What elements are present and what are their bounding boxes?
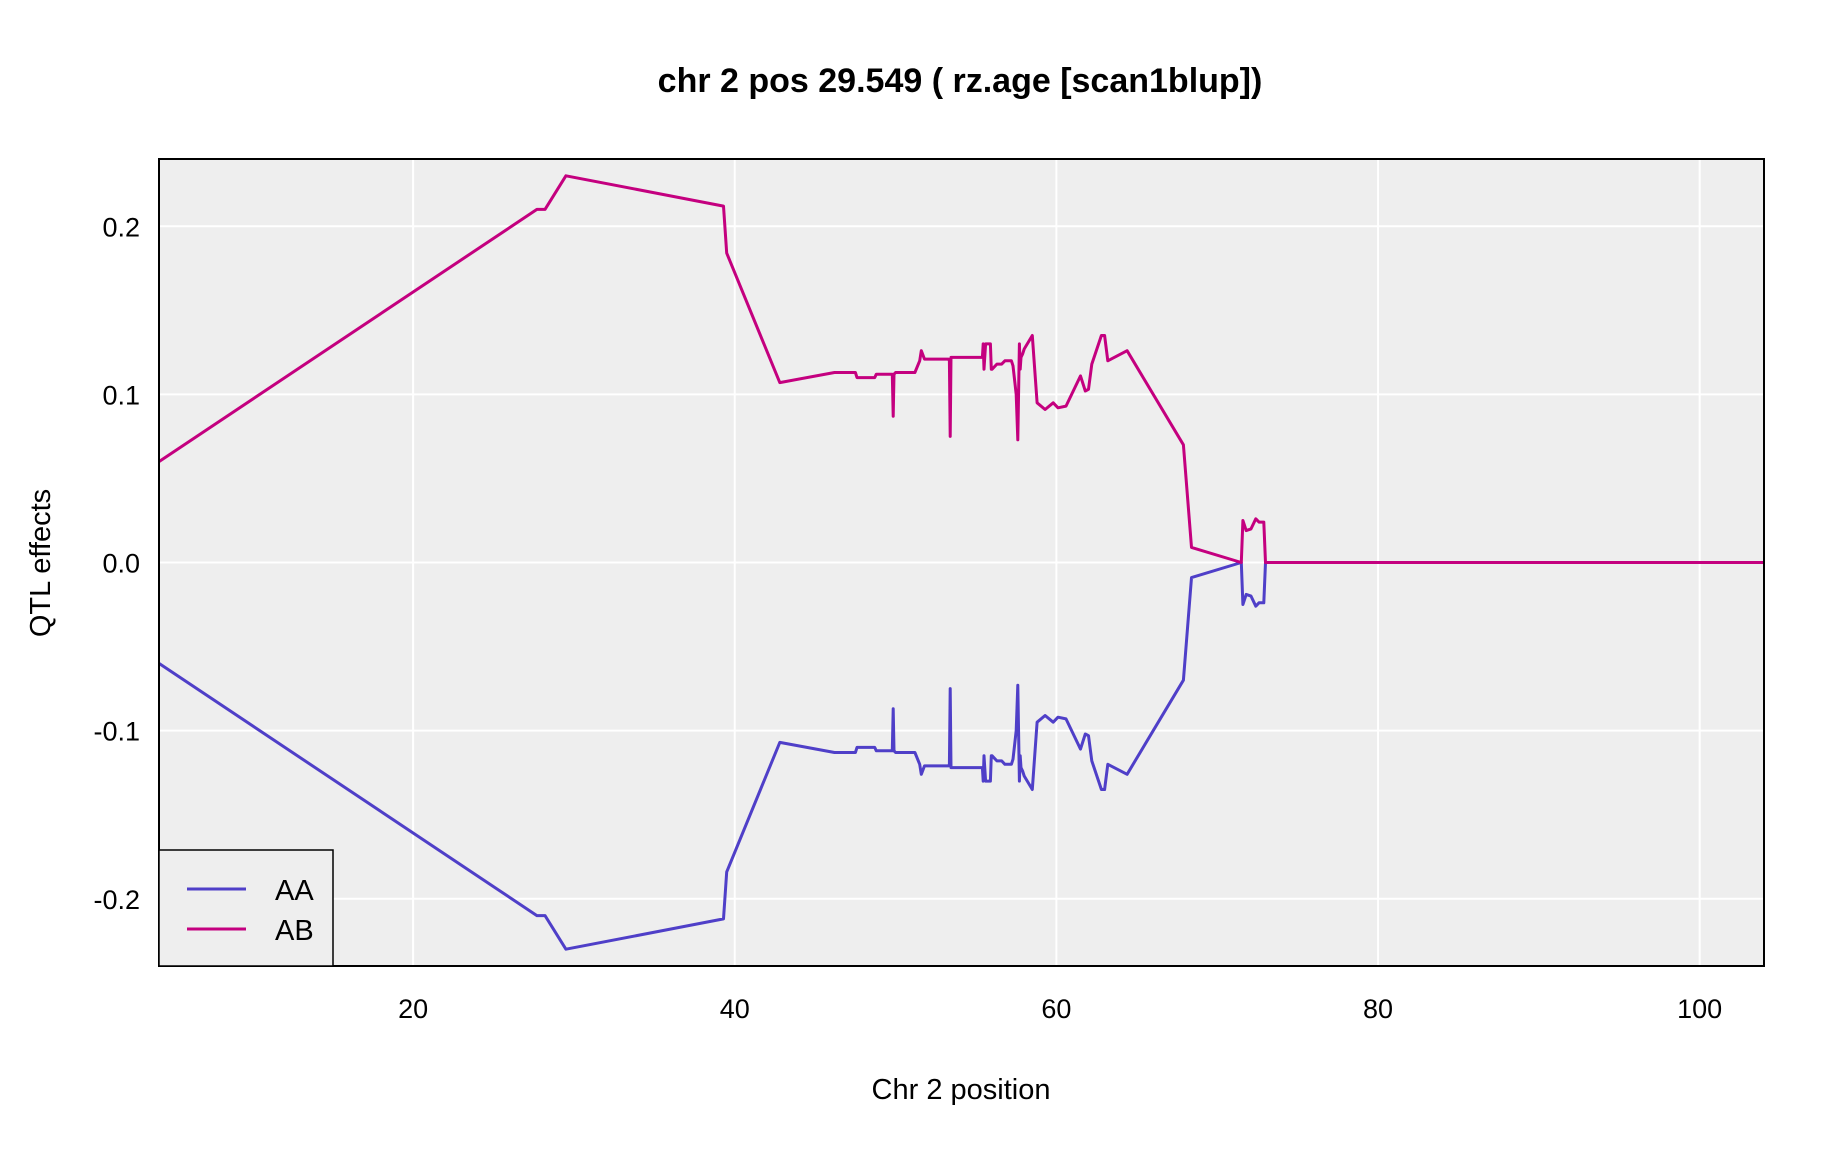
x-tick-label: 100	[1677, 994, 1722, 1024]
gridlines	[159, 159, 1764, 966]
y-tick-label: 0.2	[102, 212, 140, 242]
legend-box	[158, 849, 334, 967]
x-axis-label: Chr 2 position	[872, 1074, 1051, 1106]
x-tick-label: 20	[398, 994, 428, 1024]
y-tick-label: -0.1	[93, 717, 140, 747]
legend: AA AB	[158, 849, 334, 967]
y-axis-ticks: -0.2 -0.1 0.0 0.1 0.2	[93, 212, 140, 915]
x-tick-label: 40	[720, 994, 750, 1024]
series-line-ab	[158, 174, 1764, 564]
y-axis-label: QTL effects	[25, 489, 57, 637]
x-tick-label: 80	[1363, 994, 1393, 1024]
x-axis-ticks: 20 40 60 80 100	[398, 994, 1722, 1024]
chart-title: chr 2 pos 29.549 ( rz.age [scan1blup])	[658, 62, 1263, 100]
series-lines	[158, 174, 1764, 951]
y-tick-label: 0.1	[102, 380, 140, 410]
plot-border	[158, 158, 1765, 967]
series-line-aa	[158, 561, 1764, 951]
y-tick-label: 0.0	[102, 549, 140, 579]
y-tick-label: -0.2	[93, 885, 140, 915]
legend-label-aa: AA	[275, 875, 314, 907]
legend-label-ab: AB	[275, 915, 314, 947]
x-tick-label: 60	[1041, 994, 1071, 1024]
